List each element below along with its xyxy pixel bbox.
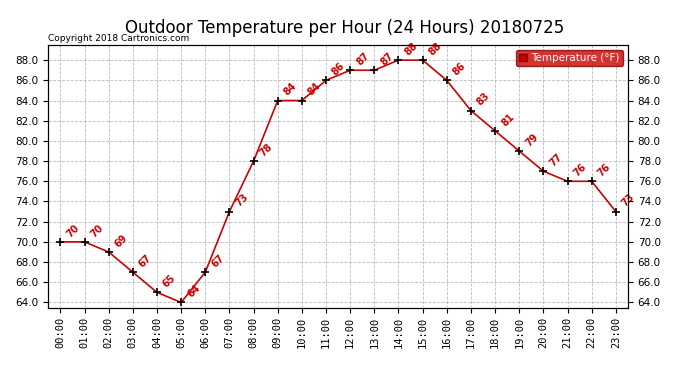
- Text: 70: 70: [89, 222, 106, 239]
- Point: [466, 108, 477, 114]
- Point: [442, 77, 453, 83]
- Text: 70: 70: [65, 222, 81, 239]
- Point: [224, 209, 235, 214]
- Text: 81: 81: [500, 111, 516, 128]
- Point: [562, 178, 573, 184]
- Text: 86: 86: [331, 61, 347, 78]
- Text: 87: 87: [355, 51, 371, 68]
- Text: 67: 67: [137, 253, 154, 269]
- Text: 77: 77: [548, 152, 564, 168]
- Point: [152, 290, 163, 296]
- Point: [297, 98, 308, 104]
- Text: 65: 65: [161, 273, 178, 290]
- Point: [321, 77, 332, 83]
- Point: [490, 128, 501, 134]
- Text: 76: 76: [596, 162, 613, 178]
- Point: [369, 67, 380, 73]
- Point: [538, 168, 549, 174]
- Text: 73: 73: [234, 192, 250, 209]
- Text: 87: 87: [379, 51, 395, 68]
- Legend: Temperature (°F): Temperature (°F): [515, 50, 622, 66]
- Point: [417, 57, 428, 63]
- Text: 86: 86: [451, 61, 468, 78]
- Point: [176, 300, 187, 306]
- Point: [611, 209, 622, 214]
- Text: 67: 67: [210, 253, 226, 269]
- Text: 88: 88: [403, 40, 420, 57]
- Point: [248, 158, 259, 164]
- Text: 73: 73: [620, 192, 637, 209]
- Text: Outdoor Temperature per Hour (24 Hours) 20180725: Outdoor Temperature per Hour (24 Hours) …: [126, 19, 564, 37]
- Point: [79, 239, 90, 245]
- Text: 64: 64: [186, 283, 202, 300]
- Point: [273, 98, 284, 104]
- Point: [200, 269, 211, 275]
- Point: [55, 239, 66, 245]
- Text: 83: 83: [475, 91, 492, 108]
- Point: [345, 67, 356, 73]
- Point: [128, 269, 139, 275]
- Point: [104, 249, 115, 255]
- Point: [393, 57, 404, 63]
- Point: [514, 148, 525, 154]
- Text: Copyright 2018 Cartronics.com: Copyright 2018 Cartronics.com: [48, 34, 190, 43]
- Text: 69: 69: [113, 232, 130, 249]
- Text: 76: 76: [572, 162, 589, 178]
- Text: 88: 88: [427, 40, 444, 57]
- Text: 79: 79: [524, 132, 540, 148]
- Text: 78: 78: [258, 142, 275, 158]
- Text: 84: 84: [306, 81, 323, 98]
- Point: [586, 178, 598, 184]
- Text: 84: 84: [282, 81, 299, 98]
